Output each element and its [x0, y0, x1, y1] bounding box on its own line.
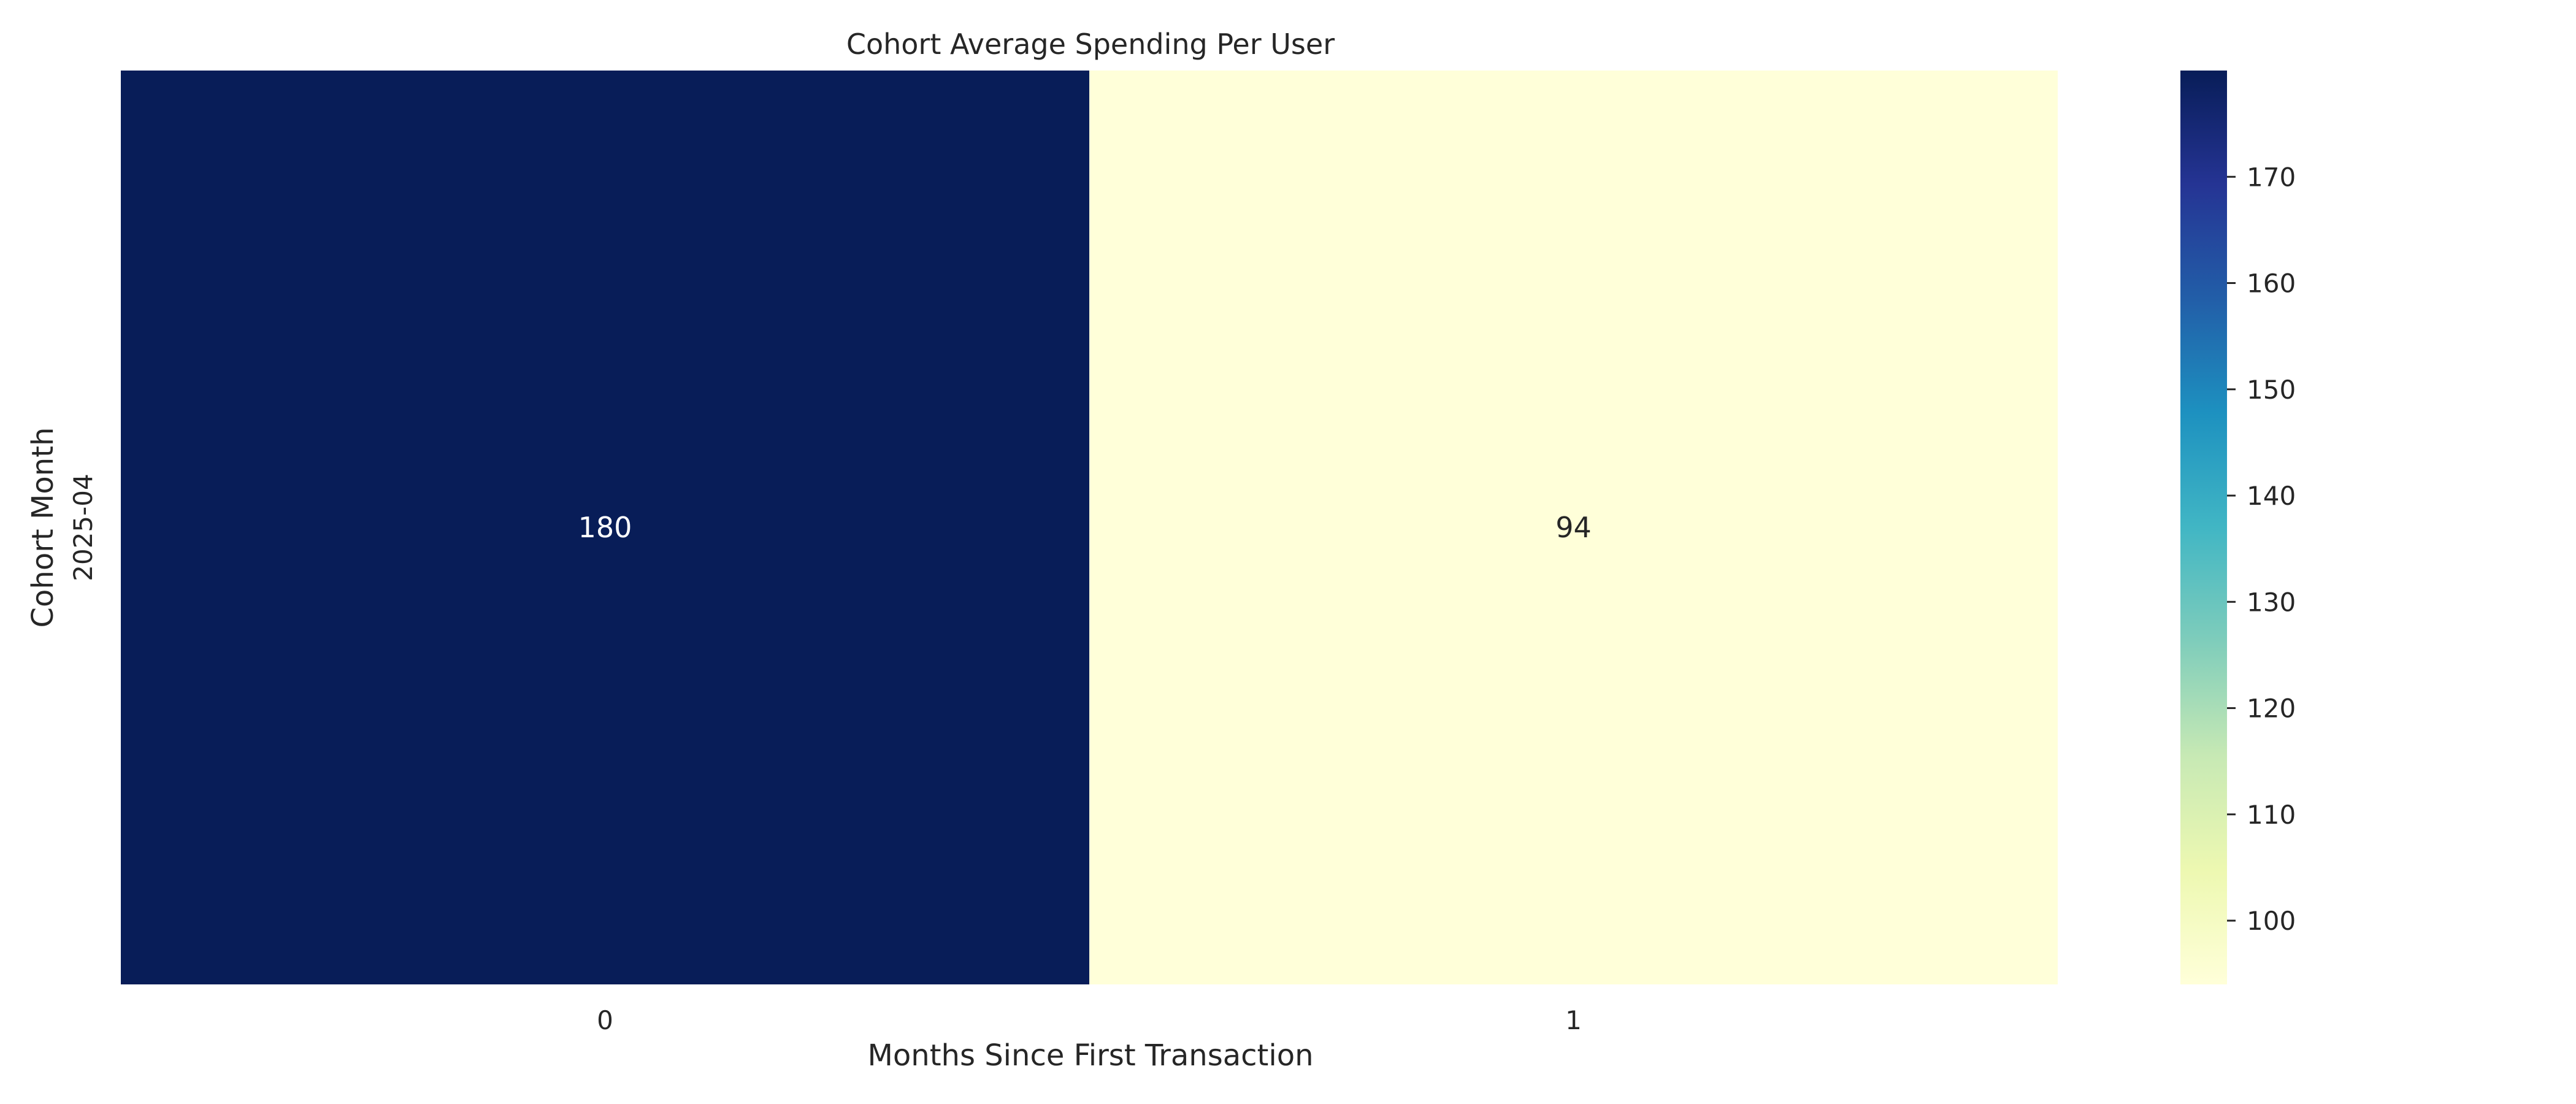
colorbar: [2180, 71, 2227, 984]
y-tick-label: 2025-04: [68, 473, 98, 581]
y-axis-tick-labels: 2025-04: [68, 473, 98, 581]
colorbar-tick-label: 150: [2247, 375, 2296, 405]
x-tick-label: 1: [1565, 1005, 1582, 1035]
colorbar-tick-label: 100: [2247, 906, 2296, 936]
x-axis-label: Months Since First Transaction: [868, 1038, 1314, 1073]
colorbar-tick-label: 110: [2247, 800, 2296, 830]
heatmap-cells: [121, 71, 2058, 984]
colorbar-tick-labels: 100 110 120 130 140 150 160 170: [2227, 162, 2296, 936]
colorbar-tick-label: 160: [2247, 269, 2296, 299]
heatmap-cell-label: 180: [578, 511, 632, 544]
y-axis-label: Cohort Month: [26, 427, 60, 628]
heatmap-cell: [1089, 71, 2058, 984]
colorbar-tick-label: 130: [2247, 587, 2296, 617]
heatmap-cell-labels: 180 94: [578, 511, 1592, 544]
colorbar-tick-label: 140: [2247, 481, 2296, 511]
heatmap-cell-label: 94: [1555, 511, 1592, 544]
chart-title: Cohort Average Spending Per User: [846, 28, 1335, 61]
heatmap-cell: [121, 71, 1089, 984]
x-tick-label: 0: [597, 1005, 613, 1035]
colorbar-tick-label: 170: [2247, 162, 2296, 192]
colorbar-tick-label: 120: [2247, 694, 2296, 724]
